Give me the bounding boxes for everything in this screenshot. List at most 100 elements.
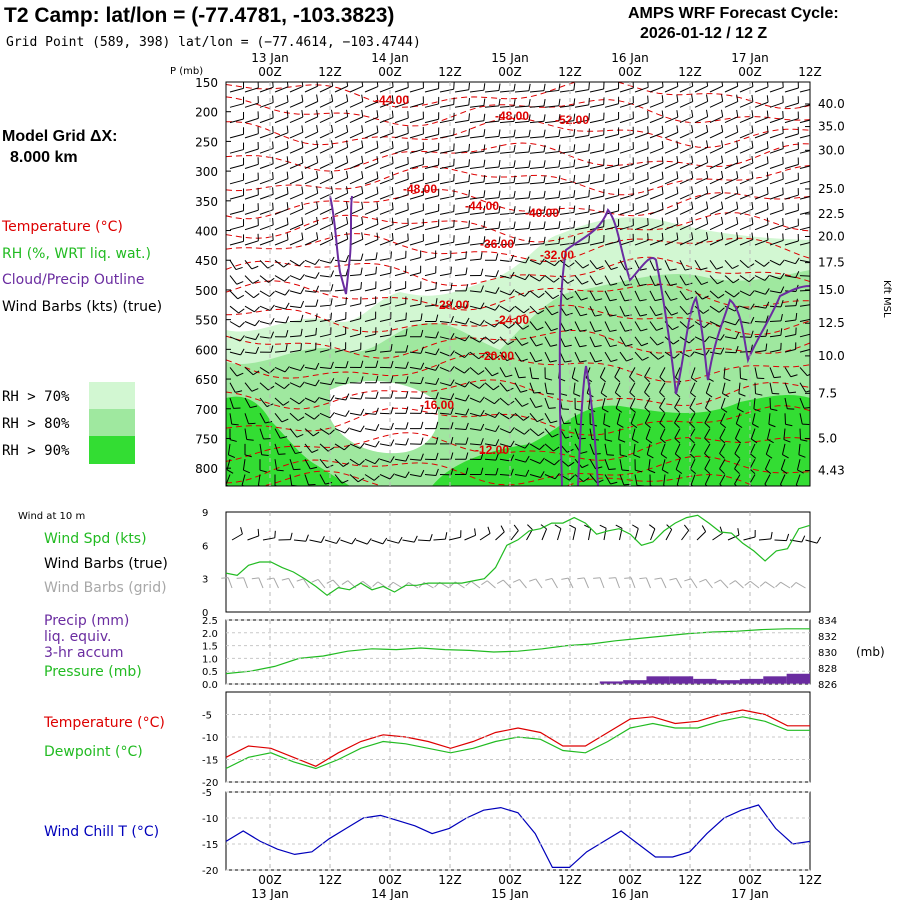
wind-barb-flag xyxy=(588,143,590,151)
temperature-contours xyxy=(226,82,810,486)
wind-barb xyxy=(259,209,274,215)
wind-barb-flag xyxy=(558,175,561,183)
wind-barb xyxy=(604,133,619,139)
pressure-tick: 600 xyxy=(195,343,218,357)
wind-barb xyxy=(364,333,376,338)
wind-barb xyxy=(780,459,786,470)
legend-rh90: RH > 90% xyxy=(2,443,70,459)
wind-barb-flag xyxy=(690,484,694,486)
wind-barb xyxy=(704,397,711,409)
wind-barb-flag xyxy=(573,220,576,228)
wind-barb xyxy=(784,225,799,231)
top-time-tick: 12Z xyxy=(678,65,702,79)
wind-barb-flag xyxy=(676,232,679,240)
wind-barb xyxy=(604,87,619,93)
wind-barb xyxy=(289,382,301,388)
wind-barb xyxy=(664,260,671,271)
wind-barb-grid xyxy=(690,578,698,589)
wind-barb-flag xyxy=(751,156,754,164)
wind-barb xyxy=(349,303,361,307)
wind-barb-flag xyxy=(543,114,546,122)
wind-barb xyxy=(784,259,796,265)
top-time-tick: 00Z xyxy=(258,65,282,79)
wind-barb-flag xyxy=(661,125,664,133)
wind-barb-flag xyxy=(766,171,769,179)
wind-barb xyxy=(734,428,741,439)
wind-barb-grid xyxy=(317,579,326,589)
wind-barb-flag xyxy=(506,357,514,362)
wind-barb xyxy=(319,85,333,93)
wind-barb-flag xyxy=(300,287,305,294)
wind-barb xyxy=(499,275,511,279)
wind-barb-flag xyxy=(435,364,440,371)
wind-barb-flag xyxy=(286,202,289,210)
wind-barb xyxy=(394,319,406,322)
wind-barb xyxy=(589,195,604,200)
wind-barb xyxy=(514,382,521,393)
wind-barb xyxy=(799,226,810,231)
wind-barb xyxy=(259,397,268,407)
wind-barb-flag xyxy=(691,82,694,87)
wind-barb xyxy=(724,101,738,108)
wind-barb-flag xyxy=(561,408,569,410)
wind-barb-flag xyxy=(520,358,528,362)
wind-barb xyxy=(544,321,552,331)
wind-barb-flag xyxy=(788,391,797,394)
wind-barb xyxy=(619,163,634,169)
wind-barb xyxy=(484,275,496,278)
wind-barb-flag xyxy=(254,319,260,327)
wind-barb-true-flag xyxy=(599,524,607,529)
wind-barb xyxy=(439,165,454,169)
bottom-date-label: 17 Jan xyxy=(731,887,769,900)
wind-barb xyxy=(619,305,626,317)
wind-barb xyxy=(424,195,439,200)
wind-barb xyxy=(559,181,574,185)
bottom-time-tick: 12Z xyxy=(558,873,582,887)
height-ticks: 40.035.030.025.022.520.017.515.012.510.0… xyxy=(805,97,845,478)
wind-barb-flag xyxy=(594,314,602,317)
wind-barb-flag xyxy=(624,329,633,332)
wind-barb-flag xyxy=(405,406,409,414)
wind-barb-flag xyxy=(644,407,651,413)
wind-barb xyxy=(634,224,649,231)
wind-barb-flag xyxy=(483,174,486,183)
wind-barb xyxy=(664,290,672,301)
wind-barb xyxy=(304,275,316,279)
wind-barb-flag xyxy=(763,261,770,267)
wind-barb-flag xyxy=(691,232,694,240)
wind-barb xyxy=(529,367,533,379)
wind-barb xyxy=(349,333,361,338)
wind-barb xyxy=(664,223,679,231)
wind-barb-flag xyxy=(391,125,394,133)
wind-barb xyxy=(529,259,541,265)
wind-barb-flag xyxy=(647,141,649,149)
wind-barb xyxy=(589,88,604,93)
wind-barb xyxy=(629,367,636,378)
wind-barb xyxy=(634,321,642,332)
wind-barb-flag xyxy=(593,453,601,455)
wind-barb-flag xyxy=(435,392,439,400)
wind-barb-flag xyxy=(641,342,649,347)
wind-barb-flag xyxy=(705,201,709,209)
wind-barb xyxy=(244,290,254,299)
wind-barb-flag xyxy=(269,304,275,311)
wind-barb-flag xyxy=(558,98,561,106)
wind-barb-flag xyxy=(644,422,651,429)
wind-barb-true-flag xyxy=(527,524,533,530)
wind-barb xyxy=(274,162,289,169)
wind-barb-flag xyxy=(390,375,394,383)
wind-barb xyxy=(319,428,330,435)
wind-barb xyxy=(690,367,696,378)
wind-barb xyxy=(484,351,494,361)
wind-barb-flag xyxy=(588,97,590,105)
wind-barb-flag xyxy=(343,444,350,451)
wind-barb-flag xyxy=(270,317,275,325)
wind-barb-flag xyxy=(687,324,695,330)
wind-barb-flag xyxy=(795,298,798,306)
wind-barb-flag xyxy=(315,285,320,293)
wind-barb xyxy=(259,305,271,311)
wind-barb xyxy=(499,336,509,345)
wind-barb xyxy=(769,224,784,231)
temperature-contour xyxy=(226,455,810,486)
wind-barb-flag xyxy=(301,201,304,209)
